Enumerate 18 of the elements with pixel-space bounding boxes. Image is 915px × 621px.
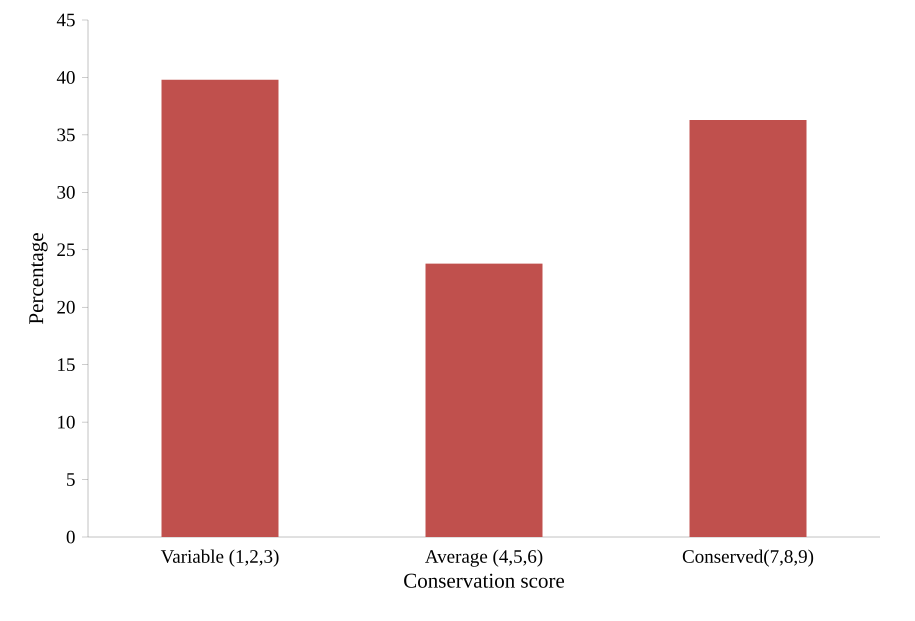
y-tick-label: 40 <box>56 71 75 84</box>
y-tick-label: 5 <box>67 473 75 486</box>
y-axis-title: Percentage <box>29 233 48 324</box>
bar <box>162 80 278 537</box>
y-tick-label: 45 <box>56 14 75 26</box>
y-tick-label: 15 <box>58 358 75 372</box>
x-tick-label: Conserved(7,8,9) <box>682 550 814 567</box>
x-axis-title: Conservation score <box>404 574 564 588</box>
y-tick-label: 35 <box>57 128 75 142</box>
y-tick-label: 10 <box>58 416 75 429</box>
y-tick-label: 0 <box>66 530 75 544</box>
x-tick-label: Average (4,5,6) <box>425 550 542 567</box>
y-tick-label: 25 <box>57 243 75 256</box>
bar <box>426 264 543 537</box>
x-tick-label: Variable (1,2,3) <box>160 550 279 567</box>
bar <box>690 120 807 537</box>
y-tick-label: 20 <box>57 300 75 314</box>
y-tick-label: 30 <box>57 186 75 199</box>
